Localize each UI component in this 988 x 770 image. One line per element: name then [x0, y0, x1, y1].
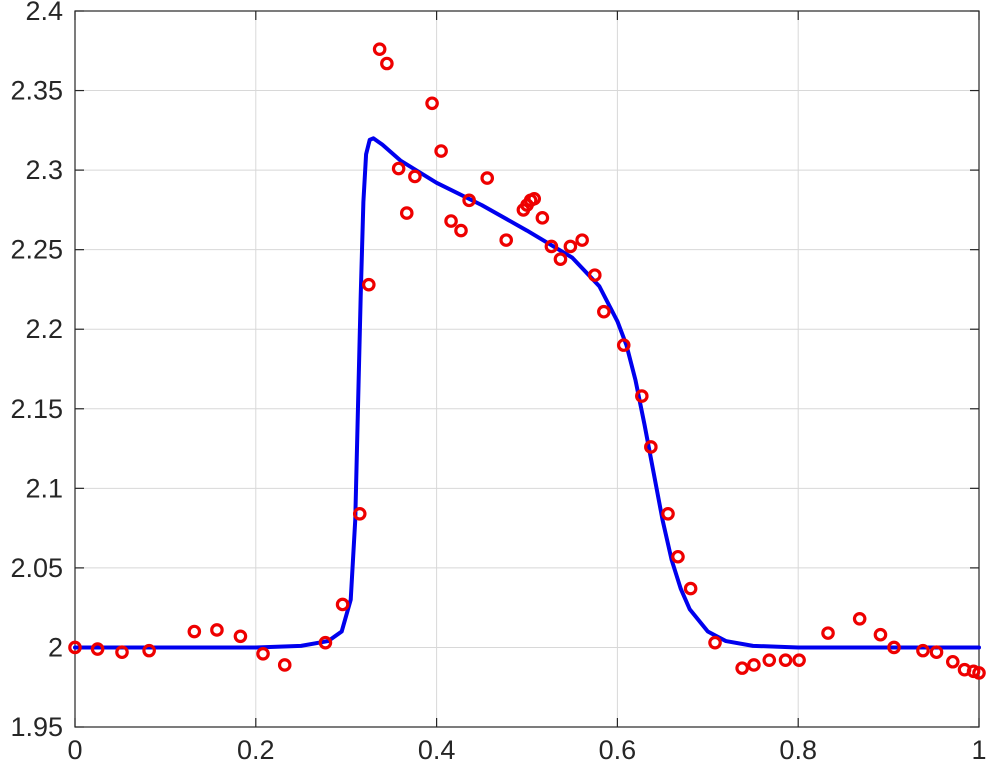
tick-labels: 0 0.2 0.4 0.6 0.8 1 1.95 2 2.05 2.1 2.15 2.2 2.25 2.3…: [10, 0, 986, 765]
data-point: [462, 193, 476, 208]
data-point: [408, 169, 422, 184]
x-tick-label: 0.6: [599, 735, 637, 765]
data-point: [277, 658, 292, 672]
data-point: [318, 635, 333, 650]
data-point: [916, 643, 930, 658]
data-point: [115, 645, 129, 660]
data-point: [361, 277, 376, 292]
axes: [74, 10, 980, 728]
data-point: [929, 645, 944, 660]
data-point: [372, 42, 387, 56]
data-point: [972, 666, 986, 680]
data-point: [352, 506, 367, 521]
data-point: [444, 214, 458, 228]
axis-box: [74, 10, 980, 728]
data-point: [499, 233, 514, 247]
data-point: [747, 658, 761, 672]
data-point: [778, 653, 793, 667]
data-point: [480, 171, 495, 185]
data-point: [210, 623, 224, 637]
data-point: [887, 640, 901, 655]
y-tick-label: 2.2: [25, 314, 63, 344]
data-point: [335, 597, 350, 612]
data-point: [597, 304, 611, 319]
data-point: [544, 239, 559, 254]
x-tick-label: 0.8: [779, 735, 817, 765]
data-point: [68, 640, 82, 655]
data-point: [90, 642, 105, 656]
data-point: [644, 440, 658, 454]
data-point: [661, 506, 675, 521]
data-point: [792, 653, 806, 667]
data-point: [616, 338, 631, 352]
data-point: [852, 611, 867, 626]
y-tick-label: 1.95: [10, 712, 63, 742]
data-point: [380, 56, 394, 71]
data-point: [762, 653, 777, 667]
data-point: [735, 661, 749, 675]
x-tick-label: 0.2: [237, 735, 275, 765]
data-point: [635, 389, 649, 403]
x-tick-label: 0: [67, 735, 82, 765]
x-tick-label: 1: [971, 735, 986, 765]
y-tick-label: 2.25: [10, 235, 63, 265]
data-point: [587, 268, 602, 282]
data-point: [454, 223, 468, 238]
y-tick-label: 2.05: [10, 553, 63, 583]
data-point: [575, 233, 589, 247]
data-point: [708, 635, 722, 650]
y-tick-label: 2.3: [25, 155, 63, 185]
y-tick-label: 2.35: [10, 76, 63, 106]
data-point: [142, 643, 156, 658]
grid-layer: [74, 10, 980, 728]
data-point: [873, 627, 888, 642]
data-point: [683, 581, 698, 596]
data-point: [527, 191, 542, 206]
y-tick-label: 2.4: [25, 0, 63, 26]
data-point: [563, 239, 578, 254]
y-tick-label: 2.15: [10, 394, 63, 424]
data-point: [434, 144, 448, 158]
data-point: [425, 96, 439, 111]
data-point: [233, 629, 248, 644]
series-layer: [68, 42, 986, 680]
data-point: [553, 252, 568, 267]
y-tick-label: 2.1: [25, 473, 63, 503]
y-tick-label: 2: [48, 632, 63, 662]
data-point: [821, 626, 835, 640]
data-point: [399, 206, 414, 220]
data-point: [256, 647, 270, 661]
data-point: [187, 624, 202, 639]
data-point: [391, 161, 406, 176]
x-tick-label: 0.4: [418, 735, 456, 765]
data-point: [945, 654, 960, 669]
data-point: [671, 549, 685, 564]
data-point: [535, 211, 550, 225]
